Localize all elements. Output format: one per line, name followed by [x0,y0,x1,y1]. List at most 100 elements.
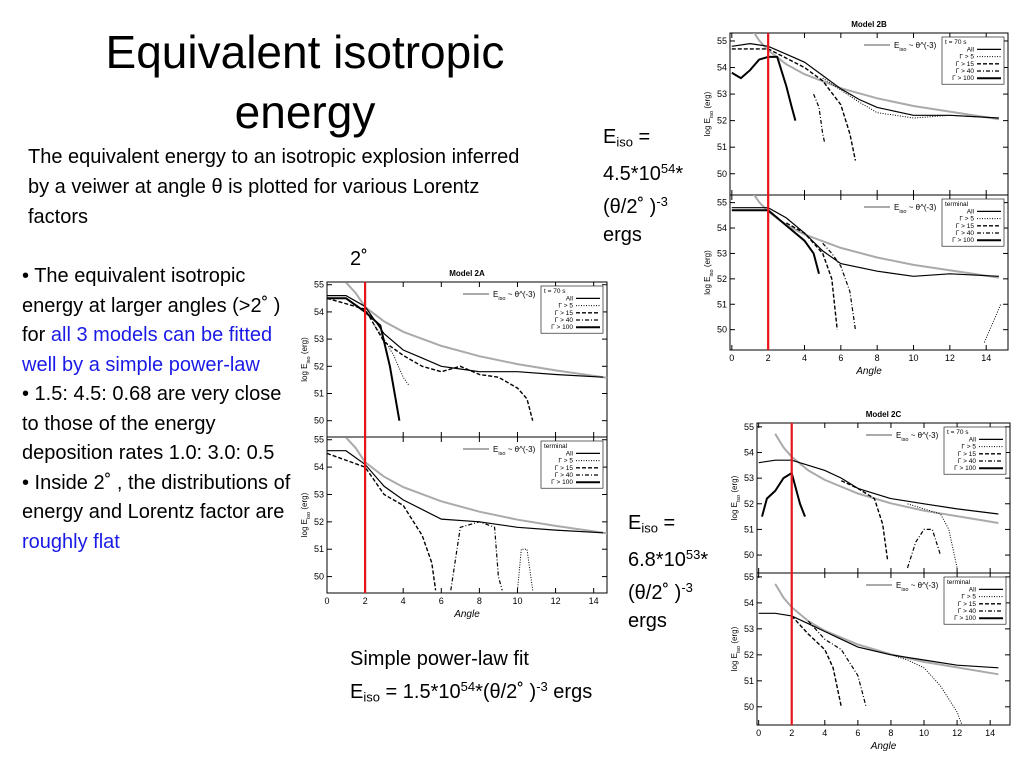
y-tick-label: 52 [744,650,754,660]
legend-title: terminal [947,579,971,586]
y-tick-label: 54 [717,63,727,73]
angle-label: 2˚ [350,248,368,270]
curve [906,528,942,569]
y-tick-label: 55 [717,36,727,46]
x-tick-label: 12 [551,596,561,606]
y-tick-label: 50 [744,550,754,560]
legend-title: t = 70 s [947,429,969,436]
text-segment: (erg) [703,250,712,269]
text-segment: iso [709,111,715,118]
x-tick-label: 10 [909,353,919,363]
fit-legend-label: Eiso ~ θ^(-3) [493,290,536,302]
legend-label: Γ > 100 [551,479,573,486]
fit-legend-label: Eiso ~ θ^(-3) [894,41,937,53]
text-segment: *(θ/2˚ ) [475,681,537,704]
y-tick-label: 50 [314,416,324,426]
text-segment: iso [306,512,312,519]
text-segment: (erg) [300,337,309,356]
text-segment: = 1.5*10 [379,681,461,704]
x-tick-label: 10 [919,728,929,738]
legend-label: Γ > 100 [952,75,974,82]
legend-label: Γ > 15 [958,451,977,458]
curve [327,297,534,421]
text-segment: log E [300,519,309,537]
y-tick-label: 52 [314,517,324,527]
y-tick-label: 52 [717,274,727,284]
curve [327,297,401,421]
x-tick-label: 2 [363,596,368,606]
text-segment: ergs [547,681,593,704]
curve [327,295,604,378]
y-tick-label: 51 [717,299,727,309]
text-segment: *(θ/2˚ ) [628,549,709,605]
y-tick-label: 51 [717,142,727,152]
legend-label: Γ > 15 [956,61,975,68]
x-tick-label: 10 [512,596,522,606]
curve [450,521,503,591]
text-segment: iso [899,209,906,215]
legend-label: Γ > 5 [959,54,974,61]
curve [791,615,842,707]
curve [822,77,999,119]
text-segment: ~ θ^(-3) [909,581,939,590]
y-axis-label: log Eiso (erg) [703,250,715,295]
figure-title: Model 2A [449,269,485,278]
text-segment: (erg) [703,91,712,110]
y-tick-label: 54 [744,447,754,457]
y-tick-label: 50 [314,572,324,582]
legend-box [941,198,1005,247]
y-tick-label: 51 [744,676,754,686]
legend-label: Γ > 100 [551,324,573,331]
x-tick-label: 6 [439,596,444,606]
curve [345,282,607,379]
text-segment: iso [736,495,742,502]
text-segment: log E [300,364,309,382]
text-segment: iso [901,437,908,443]
plot-frame [326,436,608,594]
curve [813,93,826,143]
y-axis-label: log Eiso (erg) [730,626,742,671]
y-tick-label: 50 [717,169,727,179]
y-tick-label: 52 [717,116,727,126]
legend-label: Γ > 100 [954,465,976,472]
y-axis-label: log Eiso (erg) [300,337,312,382]
legend-label: All [967,208,975,215]
x-tick-label: 14 [981,353,991,363]
y-axis-label: log Eiso (erg) [730,475,742,520]
y-tick-label: 50 [744,702,754,712]
curve [774,583,999,676]
curve [345,437,607,535]
curve [731,207,999,277]
x-tick-label: 4 [802,353,807,363]
text-segment: E [493,445,498,454]
text-segment: E [493,290,498,299]
curve [731,48,857,161]
text-segment: E [894,41,899,50]
text-segment: • Inside 2˚ , the distributions of energ… [22,471,291,524]
curve [731,209,820,275]
plot-frame [756,572,1011,726]
legend-label: Γ > 40 [956,68,975,75]
text-segment: = 4.5*10 [603,126,661,186]
legend-box [943,426,1007,475]
plot-frame [729,194,1009,351]
text-segment: ~ θ^(-3) [907,203,937,212]
legend-label: Γ > 40 [958,608,977,615]
legend-label: Γ > 15 [956,223,975,230]
curve [841,480,889,561]
text-segment: iso [899,47,906,53]
text-segment: E [896,431,901,440]
text-segment: E [603,126,617,148]
text-segment: ~ θ^(-3) [506,445,536,454]
legend-label: Γ > 5 [961,444,976,451]
legend-label: Γ > 40 [555,317,574,324]
bullet-list: • The equivalent isotropic energy at lar… [22,262,297,557]
text-segment: iso [498,451,505,457]
curve [983,304,1002,343]
legend-box [943,576,1007,625]
legend-label: All [566,295,574,302]
legend-label: Γ > 40 [555,472,574,479]
text-segment: ergs [603,223,642,246]
fit-annotation: Eiso = 4.5*1054*(θ/2˚ )-3 ergs [603,124,698,249]
legend-label: Γ > 5 [558,303,573,310]
